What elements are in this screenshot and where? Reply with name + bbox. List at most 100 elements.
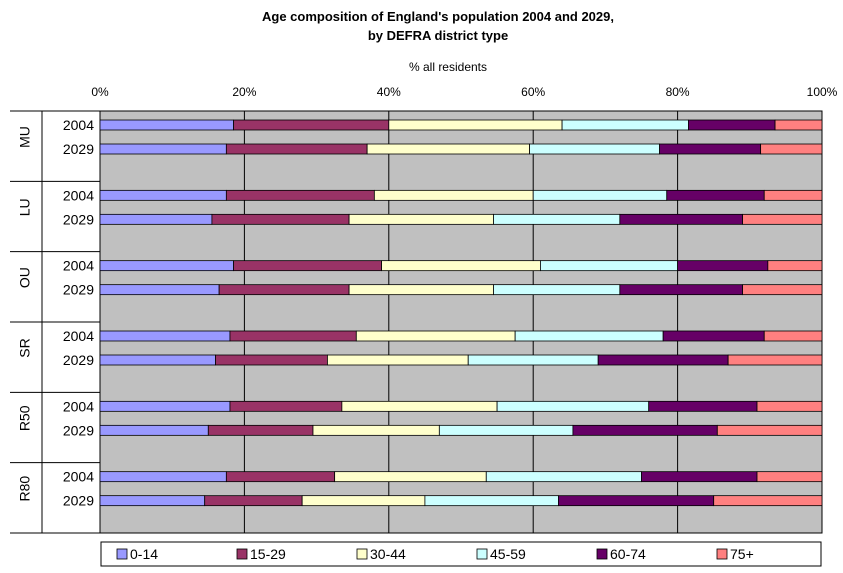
bar-segment [366,143,530,155]
bar-segment [355,330,516,342]
legend-swatch [116,548,128,560]
year-label: 2004 [63,117,94,133]
bar-segment [572,424,718,436]
bar-segment [467,354,599,366]
bar-segment [204,495,303,507]
bar-segment [662,330,765,342]
bar-segment [493,213,621,225]
legend-label: 60-74 [610,546,646,562]
x-axis-title: % all residents [409,60,487,74]
bar-segment [225,143,368,155]
bar-segment [619,284,743,296]
year-label: 2004 [63,328,94,344]
bar-segment [727,354,823,366]
legend-label: 15-29 [250,546,286,562]
bar-segment [496,400,650,412]
bar-segment [211,213,350,225]
bar-group-ou [99,260,823,296]
bar-segment [225,189,375,201]
bar-segment [648,400,758,412]
bar-segment [334,471,487,483]
bar-group-mu [99,119,823,155]
x-tick-label: 20% [232,85,256,99]
bar-segment [485,471,642,483]
group-label: LU [17,198,33,216]
bar-segment [348,284,494,296]
bar-segment [373,189,534,201]
legend: 0-14 15-29 30-44 45-59 60-74 75+ [100,541,822,567]
year-label: 2029 [63,422,94,438]
legend-label: 75+ [730,546,754,562]
legend-swatch [716,548,728,560]
category-labels: 2004 2029 MU 2004 2029 LU 2004 2029 OU 2004 2029 SR… [10,110,100,534]
bar-segment [233,119,390,131]
bar-segment [493,284,621,296]
x-tick-label: 0% [91,85,109,99]
bar-segment [99,260,234,272]
bar-segment [99,354,216,366]
bar-segment [760,143,823,155]
group-label: R80 [17,476,33,502]
bar-segment [388,119,563,131]
bar-segment [540,260,678,272]
chart-title: Age composition of England's population … [262,9,614,24]
bar-segment [561,119,689,131]
bar-segment [763,189,823,201]
bar-segment [716,424,823,436]
year-label: 2004 [63,258,94,274]
bar-segment [641,471,758,483]
bar-segment [774,119,823,131]
group-label: SR [17,338,33,357]
year-label: 2029 [63,211,94,227]
year-label: 2029 [63,352,94,368]
bar-segment [756,400,823,412]
legend-label: 30-44 [370,546,406,562]
bar-segment [99,189,227,201]
bar-segment [767,260,823,272]
bar-group-r80 [99,471,823,507]
bar-segment [763,330,823,342]
bar-segment [99,213,213,225]
bar-segment [619,213,743,225]
group-label: OU [17,267,33,288]
bar-segment [99,284,220,296]
bar-segment [99,471,227,483]
bar-segment [381,260,541,272]
chart-subtitle: by DEFRA district type [368,28,508,43]
x-tick-label: 40% [377,85,401,99]
bar-segment [99,400,231,412]
bar-segment [514,330,664,342]
bar-segment [99,424,209,436]
bar-segment [207,424,314,436]
year-label: 2029 [63,141,94,157]
bar-group-lu [99,189,823,225]
bar-segment [312,424,440,436]
legend-swatch [596,548,608,560]
year-label: 2029 [63,493,94,509]
bar-segment [348,213,494,225]
bar-segment [558,495,715,507]
bar-segment [233,260,382,272]
legend-swatch [236,548,248,560]
bar-segment [677,260,769,272]
plot-area [99,110,823,534]
bar-segment [756,471,823,483]
legend-box [100,541,822,567]
bar-segment [713,495,823,507]
bar-group-sr [99,330,823,366]
legend-label: 45-59 [490,546,526,562]
bar-segment [99,330,231,342]
bar-group-r50 [99,400,823,436]
group-label: MU [17,126,33,148]
bar-segment [659,143,762,155]
bar-segment [424,495,559,507]
year-label: 2004 [63,469,94,485]
bar-segment [225,471,336,483]
bar-segment [532,189,668,201]
year-label: 2004 [63,187,94,203]
bar-segment [229,330,357,342]
bar-segment [438,424,574,436]
x-tick-label: 60% [521,85,545,99]
bar-segment [341,400,498,412]
